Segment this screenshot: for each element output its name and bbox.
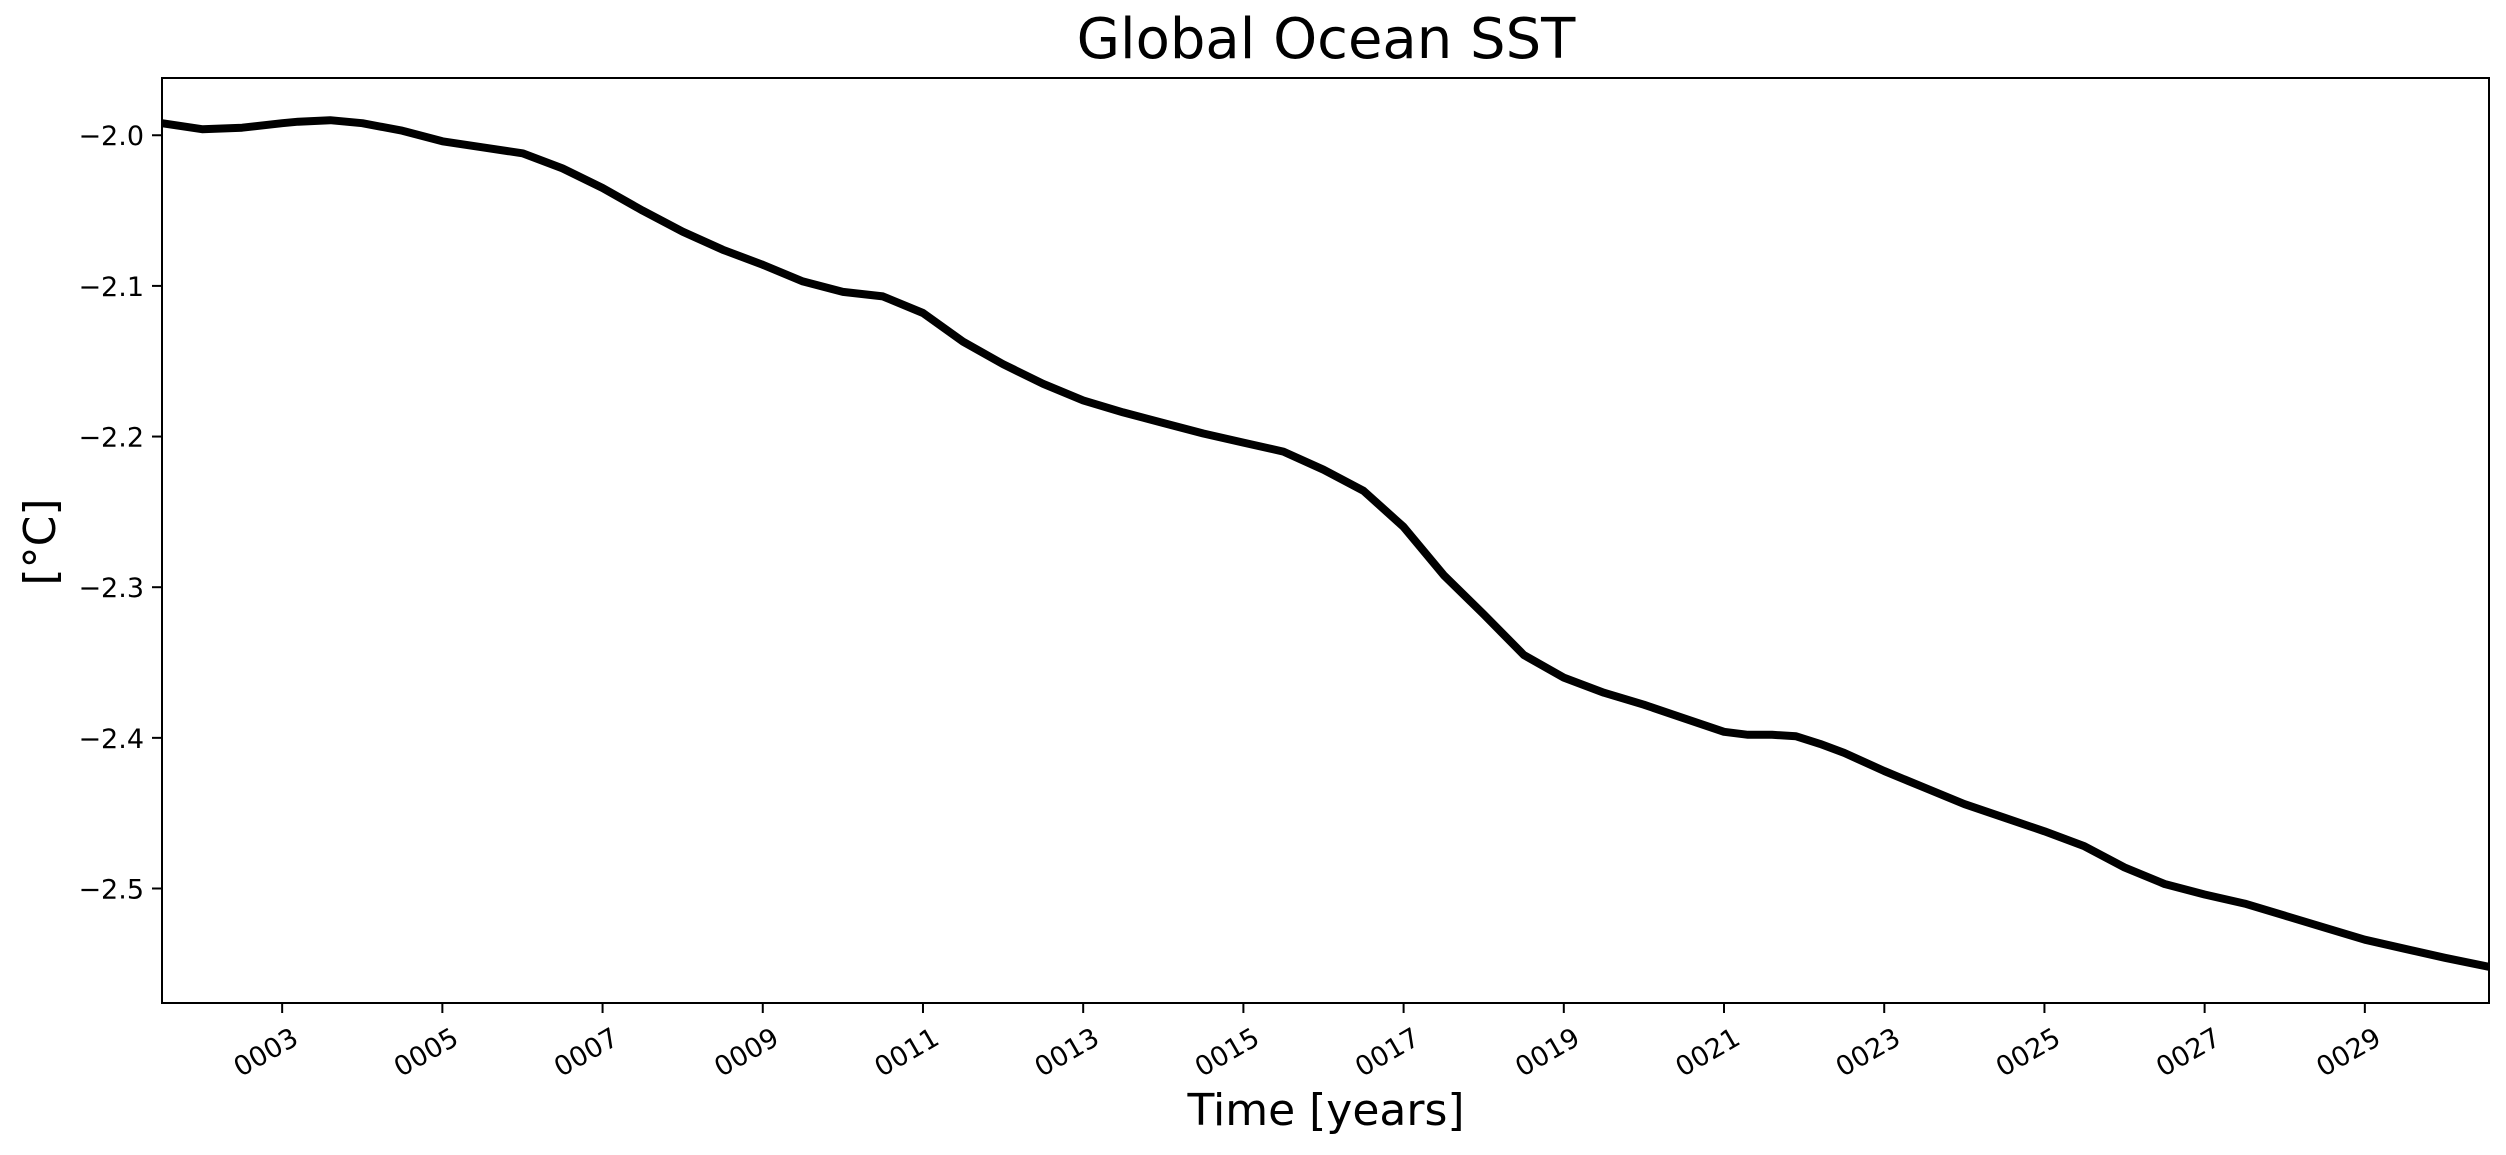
y-axis-label: [°C] bbox=[15, 498, 66, 585]
y-tick-label: −2.0 bbox=[78, 121, 144, 152]
y-tick-label: −2.1 bbox=[78, 272, 144, 303]
x-tick-label: 0015 bbox=[1190, 1022, 1265, 1083]
x-tick-label: 0017 bbox=[1350, 1022, 1425, 1083]
x-tick-label: 0007 bbox=[549, 1022, 624, 1083]
y-tick-label: −2.2 bbox=[78, 423, 144, 454]
x-tick-label: 0011 bbox=[869, 1022, 944, 1083]
y-tick-label: −2.3 bbox=[78, 573, 144, 604]
x-tick-label: 0013 bbox=[1030, 1022, 1105, 1083]
x-tick-label: 0027 bbox=[2151, 1022, 2226, 1083]
y-tick-label: −2.4 bbox=[78, 724, 144, 755]
x-tick-label: 0029 bbox=[2311, 1022, 2386, 1083]
x-tick-label: 0021 bbox=[1671, 1022, 1746, 1083]
x-tick-label: 0019 bbox=[1510, 1022, 1585, 1083]
x-axis-label: Time [years] bbox=[1186, 1085, 1464, 1136]
x-tick-label: 0003 bbox=[229, 1022, 304, 1083]
y-axis-ticks: −2.0 −2.1 −2.2 −2.3 −2.4 −2.5 bbox=[78, 121, 162, 906]
x-tick-label: 0025 bbox=[1991, 1022, 2066, 1083]
x-tick-label: 0009 bbox=[709, 1022, 784, 1083]
plot-frame bbox=[161, 77, 2490, 1004]
x-axis-ticks: 0003 0005 0007 0009 0011 0013 0015 0017 0019 0021… bbox=[229, 1003, 2386, 1083]
y-tick-label: −2.5 bbox=[78, 875, 144, 906]
x-tick-label: 0005 bbox=[389, 1022, 464, 1083]
chart-title: Global Ocean SST bbox=[1077, 7, 1576, 72]
sst-series-line bbox=[162, 116, 2489, 971]
x-tick-label: 0023 bbox=[1831, 1022, 1906, 1083]
